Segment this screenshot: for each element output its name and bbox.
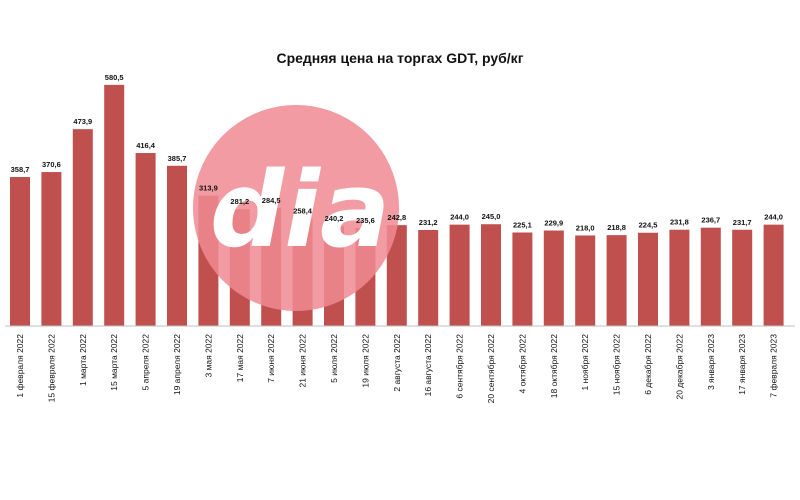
bar-16	[512, 232, 533, 326]
bar-3	[104, 84, 125, 326]
x-tick-label-1: 15 февраля 2022	[46, 334, 56, 403]
x-tick-label-7: 17 мая 2022	[235, 334, 245, 383]
bar-0	[10, 177, 30, 326]
value-label-13: 231,2	[419, 218, 438, 227]
x-tick-label-16: 4 октября 2022	[517, 334, 527, 394]
value-label-10: 240,2	[325, 214, 344, 223]
x-tick-label-3: 15 марта 2022	[109, 334, 119, 391]
x-tick-label-23: 17 января 2023	[737, 334, 747, 395]
value-label-2: 473,9	[73, 117, 92, 126]
value-label-20: 224,5	[639, 221, 658, 230]
x-tick-label-21: 20 декабря 2022	[674, 334, 684, 400]
value-label-22: 236,7	[701, 216, 720, 225]
x-tick-label-4: 5 апреля 2022	[141, 334, 151, 391]
bar-15	[481, 224, 501, 326]
x-tick-label-10: 5 июля 2022	[329, 334, 339, 383]
bar-24	[763, 224, 784, 326]
value-label-18: 218,0	[576, 223, 595, 232]
bar-20	[638, 232, 658, 326]
x-tick-label-20: 6 декабря 2022	[643, 334, 653, 395]
bar-21	[669, 229, 690, 326]
x-tick-label-13: 16 августа 2022	[423, 334, 433, 397]
bar-1	[41, 172, 62, 326]
x-tick-label-9: 21 июня 2022	[298, 334, 308, 388]
value-label-16: 225,1	[513, 220, 532, 229]
value-label-14: 244,0	[450, 213, 469, 222]
value-label-24: 244,0	[764, 213, 783, 222]
x-tick-label-19: 15 ноября 2022	[612, 334, 622, 395]
dia-logo-watermark: dia	[193, 105, 399, 311]
x-tick-label-22: 3 января 2023	[706, 334, 716, 390]
x-tick-label-0: 1 февраля 2022	[15, 334, 25, 398]
x-tick-label-17: 18 октября 2022	[549, 334, 559, 399]
x-tick-label-18: 1 ноября 2022	[580, 334, 590, 391]
value-label-15: 245,0	[482, 212, 501, 221]
value-label-23: 231,7	[733, 218, 752, 227]
value-label-0: 358,7	[11, 165, 30, 174]
bar-5	[167, 165, 187, 326]
bar-12	[386, 225, 407, 326]
x-tick-label-14: 6 сентября 2022	[455, 334, 465, 399]
chart-title: Средняя цена на торгах GDT, руб/кг	[276, 50, 524, 66]
x-tick-label-24: 7 февраля 2023	[769, 334, 779, 398]
value-label-5: 385,7	[168, 154, 187, 163]
value-label-7: 281,2	[230, 197, 249, 206]
value-label-3: 580,5	[105, 73, 124, 82]
bar-22	[700, 227, 721, 326]
x-tick-label-15: 20 сентября 2022	[486, 334, 496, 404]
value-label-17: 229,9	[544, 219, 563, 228]
value-label-19: 218,8	[607, 223, 626, 232]
labels-layer: 358,7 1 февраля 2022 370,6 15 февраля 2022 4…	[11, 73, 783, 403]
bar-13	[418, 229, 439, 326]
bar-14	[449, 224, 470, 326]
value-label-8: 284,5	[262, 196, 281, 205]
x-tick-label-8: 7 июня 2022	[266, 334, 276, 383]
bar-18	[575, 235, 596, 326]
x-tick-label-11: 19 июля 2022	[360, 334, 370, 388]
bar-17	[543, 230, 564, 326]
bar-23	[732, 229, 753, 326]
value-label-6: 313,9	[199, 184, 218, 193]
value-label-9: 258,4	[293, 207, 313, 216]
bar-2	[72, 129, 93, 326]
value-label-12: 242,8	[387, 213, 406, 222]
bar-19	[606, 235, 627, 326]
x-tick-label-2: 1 марта 2022	[78, 334, 88, 386]
x-tick-label-5: 19 апреля 2022	[172, 334, 182, 395]
value-label-1: 370,6	[42, 160, 61, 169]
bar-4	[135, 153, 156, 326]
dia-logo-text: dia	[210, 149, 390, 271]
x-tick-label-6: 3 мая 2022	[203, 334, 213, 378]
value-label-4: 416,4	[136, 141, 156, 150]
x-tick-label-12: 2 августа 2022	[392, 334, 402, 392]
value-label-11: 235,6	[356, 216, 375, 225]
value-label-21: 231,8	[670, 218, 689, 227]
